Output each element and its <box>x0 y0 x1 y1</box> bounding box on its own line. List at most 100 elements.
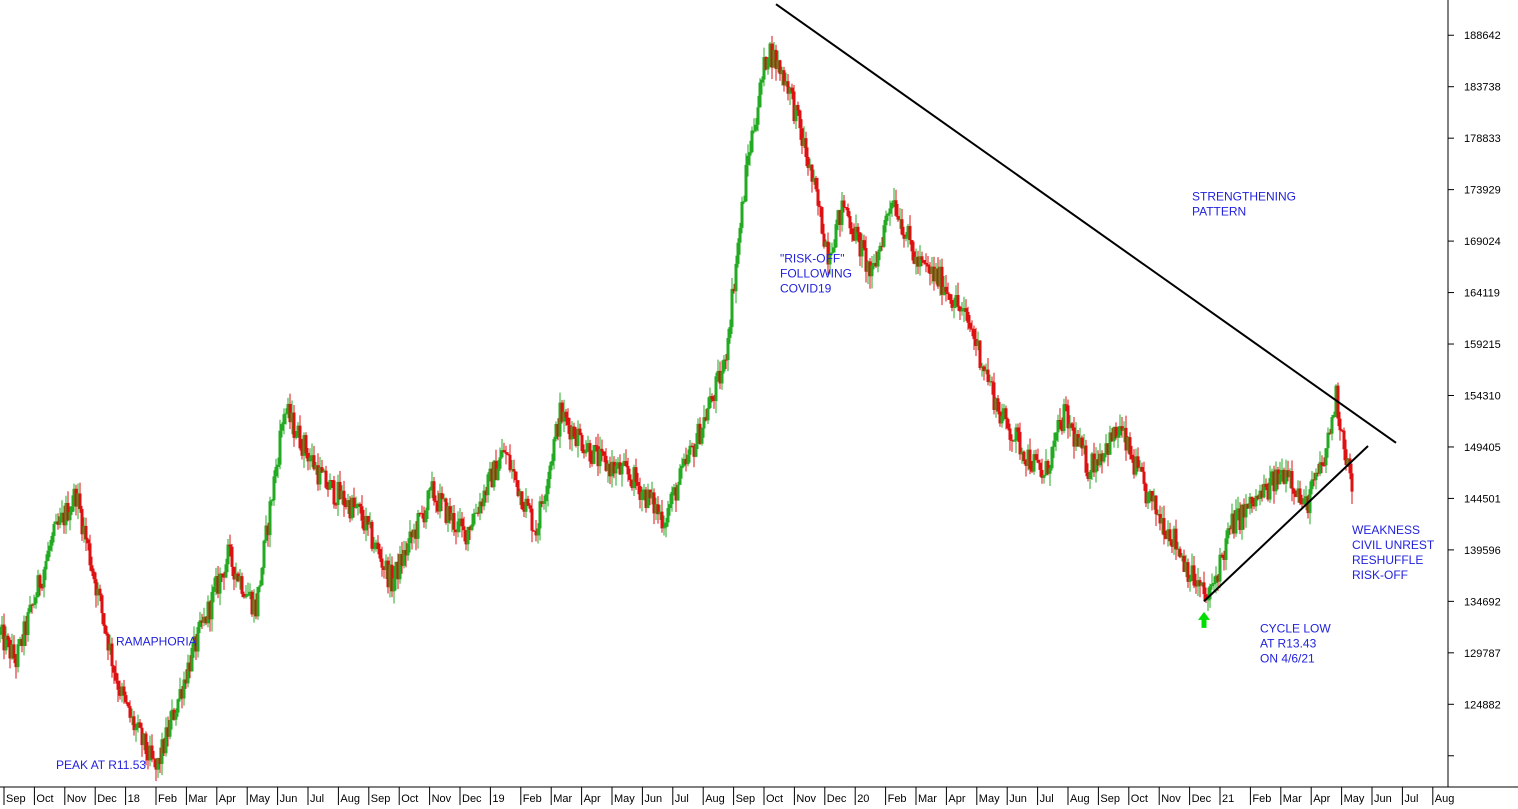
candle-body <box>214 576 218 587</box>
candle-body <box>678 468 682 485</box>
candle-body <box>908 225 912 241</box>
candle-body <box>1172 528 1176 547</box>
candle-body <box>880 245 884 247</box>
candle-body <box>776 60 780 69</box>
candle-body <box>106 633 110 651</box>
candle-body <box>366 515 370 525</box>
candle-body <box>838 210 842 225</box>
candle-body <box>310 455 314 458</box>
trendlines <box>775 3 1397 602</box>
candle-body <box>956 295 960 307</box>
candle-body <box>424 510 428 523</box>
candle-body <box>1340 430 1344 432</box>
candle-body <box>212 586 216 592</box>
candle-body <box>68 511 72 521</box>
candle-body <box>934 268 938 282</box>
candle-body <box>558 402 562 437</box>
candle-body <box>800 128 804 146</box>
y-tick-label: 159215 <box>1464 339 1501 351</box>
candle-body <box>936 268 940 287</box>
candle-body <box>656 504 660 515</box>
candle-body <box>730 288 734 328</box>
candle-body <box>130 716 134 718</box>
candle-body <box>620 465 624 475</box>
candle-body <box>1018 431 1022 455</box>
candle-body <box>798 110 802 129</box>
x-tick-label: Apr <box>219 793 236 805</box>
candle-body <box>638 485 642 500</box>
candle-body <box>1252 503 1256 507</box>
candle-body <box>146 753 150 761</box>
candle-body <box>966 311 970 323</box>
candle-body <box>1284 470 1288 484</box>
candle-body <box>542 501 546 504</box>
candle-body <box>1124 427 1128 451</box>
candle-body <box>1026 449 1030 466</box>
candle-body <box>836 210 840 225</box>
candle-body <box>1350 473 1354 492</box>
candle-body <box>552 439 556 461</box>
candle-body <box>1212 582 1216 585</box>
x-tick-label: Mar <box>553 793 572 805</box>
candle-body <box>1236 508 1240 511</box>
candle-body <box>200 620 204 623</box>
candle-body <box>524 498 528 512</box>
candle-body <box>322 470 326 473</box>
candle-body <box>884 215 888 226</box>
candle-body <box>960 309 964 312</box>
candle-body <box>160 739 164 764</box>
candle-body <box>404 549 408 556</box>
candle-body <box>34 597 38 604</box>
candle-body <box>652 492 656 514</box>
candle-body <box>852 234 856 241</box>
candle-body <box>94 579 98 596</box>
candle-body <box>1260 490 1264 498</box>
candle-body <box>1164 535 1168 539</box>
candle-body <box>1306 496 1310 514</box>
candle-body <box>162 739 166 754</box>
x-tick-label: Oct <box>1131 793 1148 805</box>
x-tick-label: Oct <box>766 793 783 805</box>
candle-body <box>1186 562 1190 582</box>
candle-body <box>896 215 900 220</box>
candle-body <box>466 526 470 545</box>
candle-body <box>304 435 308 453</box>
candle-body <box>866 261 870 272</box>
candle-body <box>914 256 918 264</box>
candle-body <box>888 208 892 214</box>
x-tick-label: Feb <box>888 793 907 805</box>
candle-body <box>1168 529 1172 542</box>
candle-body <box>904 237 908 239</box>
candle-body <box>84 525 88 540</box>
candle-body <box>1224 538 1228 560</box>
candle-body <box>572 426 576 437</box>
candle-body <box>1198 580 1202 586</box>
candle-body <box>820 207 824 234</box>
x-tick-label: Oct <box>36 793 53 805</box>
candle-body <box>1200 582 1204 586</box>
candle-body <box>208 601 212 620</box>
y-tick-label: 144501 <box>1464 493 1501 505</box>
x-tick-label: Nov <box>67 793 87 805</box>
candle-body <box>968 322 972 329</box>
candle-body <box>1104 443 1108 454</box>
candle-body <box>360 506 364 521</box>
candle-body <box>1162 518 1166 536</box>
candle-body <box>890 202 894 209</box>
candle-body <box>52 524 56 536</box>
candle-body <box>154 759 158 770</box>
candle-body <box>1118 426 1122 436</box>
candle-body <box>1036 459 1040 463</box>
x-tick-label: Jun <box>280 793 298 805</box>
candle-body <box>320 467 324 473</box>
candle-body <box>940 266 944 295</box>
candle-body <box>746 155 750 165</box>
candle-body <box>488 468 492 475</box>
candle-body <box>1250 496 1254 504</box>
y-tick-label: 188642 <box>1464 30 1501 42</box>
candle-body <box>1312 479 1316 481</box>
candle-body <box>70 506 74 512</box>
candle-body <box>1152 495 1156 502</box>
candle-body <box>566 417 570 426</box>
